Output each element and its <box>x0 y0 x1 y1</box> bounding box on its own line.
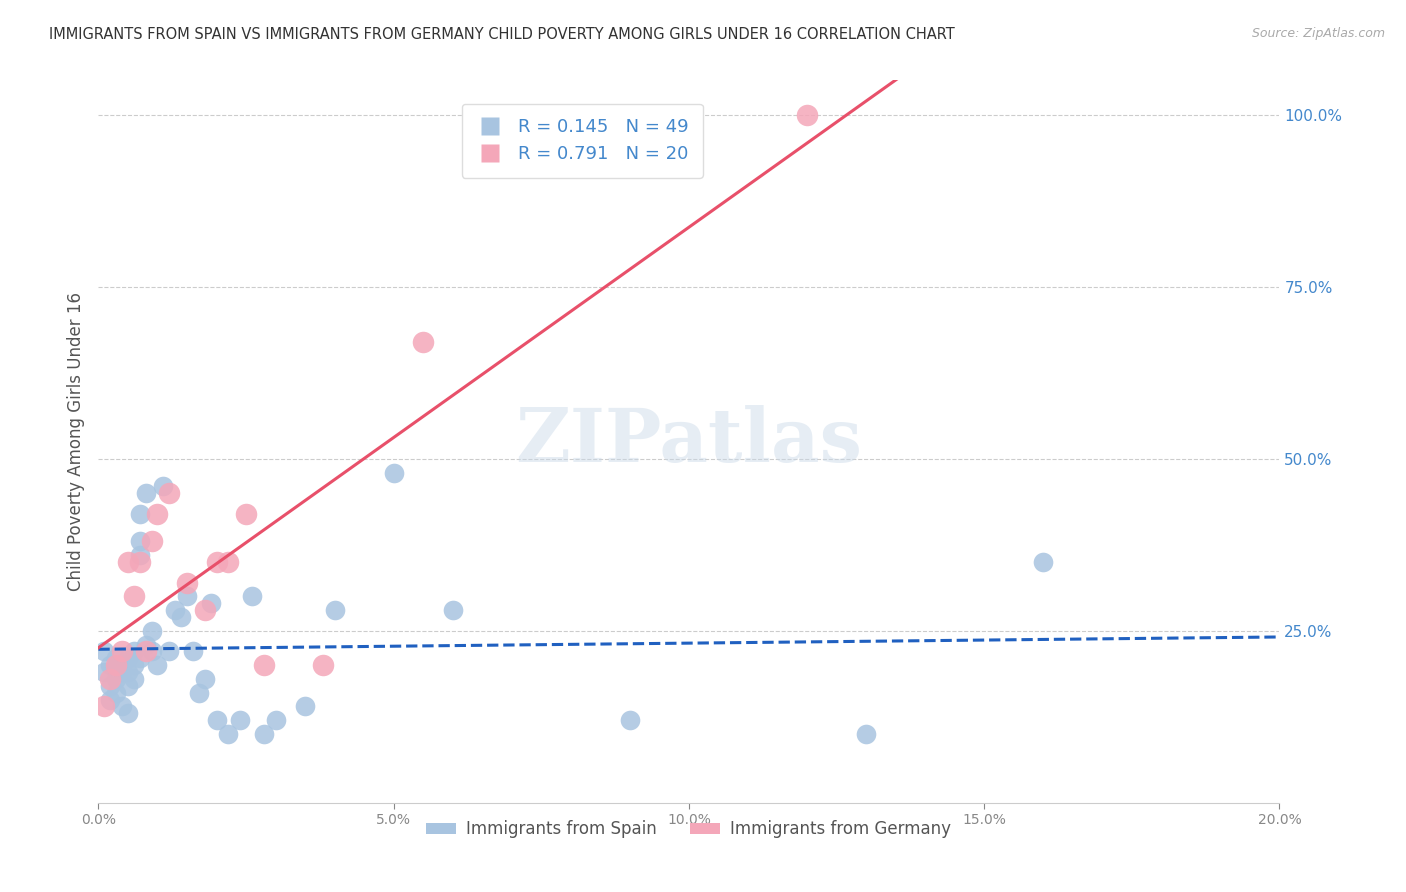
Point <box>128 548 150 562</box>
Point <box>117 665 139 679</box>
Point <box>382 466 405 480</box>
Point <box>111 644 134 658</box>
Point <box>117 651 139 665</box>
Point <box>117 706 139 721</box>
Point <box>93 665 115 679</box>
Point <box>135 644 157 658</box>
Point <box>176 590 198 604</box>
Point <box>141 624 163 638</box>
Point <box>111 658 134 673</box>
Point <box>194 603 217 617</box>
Point <box>128 507 150 521</box>
Text: ZIPatlas: ZIPatlas <box>516 405 862 478</box>
Point <box>117 555 139 569</box>
Y-axis label: Child Poverty Among Girls Under 16: Child Poverty Among Girls Under 16 <box>66 292 84 591</box>
Point <box>98 658 121 673</box>
Point <box>122 658 145 673</box>
Point <box>240 590 263 604</box>
Point <box>205 713 228 727</box>
Point <box>294 699 316 714</box>
Text: Source: ZipAtlas.com: Source: ZipAtlas.com <box>1251 27 1385 40</box>
Point <box>217 727 239 741</box>
Point <box>235 507 257 521</box>
Point <box>170 610 193 624</box>
Point <box>312 658 335 673</box>
Point <box>93 699 115 714</box>
Point <box>98 679 121 693</box>
Point <box>122 672 145 686</box>
Point <box>105 672 128 686</box>
Point <box>796 108 818 122</box>
Point <box>323 603 346 617</box>
Point <box>205 555 228 569</box>
Point <box>146 658 169 673</box>
Point <box>105 686 128 700</box>
Point <box>412 334 434 349</box>
Point <box>855 727 877 741</box>
Point <box>111 665 134 679</box>
Point <box>253 658 276 673</box>
Point <box>128 651 150 665</box>
Point <box>253 727 276 741</box>
Point <box>1032 555 1054 569</box>
Point <box>128 555 150 569</box>
Point <box>122 590 145 604</box>
Point <box>181 644 204 658</box>
Legend: Immigrants from Spain, Immigrants from Germany: Immigrants from Spain, Immigrants from G… <box>420 814 957 845</box>
Point <box>157 644 180 658</box>
Point <box>194 672 217 686</box>
Point <box>229 713 252 727</box>
Point <box>187 686 209 700</box>
Point <box>98 692 121 706</box>
Point <box>135 486 157 500</box>
Point <box>176 575 198 590</box>
Point <box>141 644 163 658</box>
Point <box>128 534 150 549</box>
Point <box>619 713 641 727</box>
Point <box>157 486 180 500</box>
Point <box>165 603 187 617</box>
Text: IMMIGRANTS FROM SPAIN VS IMMIGRANTS FROM GERMANY CHILD POVERTY AMONG GIRLS UNDER: IMMIGRANTS FROM SPAIN VS IMMIGRANTS FROM… <box>49 27 955 42</box>
Point <box>135 638 157 652</box>
Point <box>117 679 139 693</box>
Point <box>152 479 174 493</box>
Point <box>105 651 128 665</box>
Point <box>105 658 128 673</box>
Point <box>200 596 222 610</box>
Point <box>217 555 239 569</box>
Point <box>146 507 169 521</box>
Point <box>98 672 121 686</box>
Point <box>141 534 163 549</box>
Point <box>93 644 115 658</box>
Point <box>441 603 464 617</box>
Point <box>111 699 134 714</box>
Point <box>264 713 287 727</box>
Point <box>122 644 145 658</box>
